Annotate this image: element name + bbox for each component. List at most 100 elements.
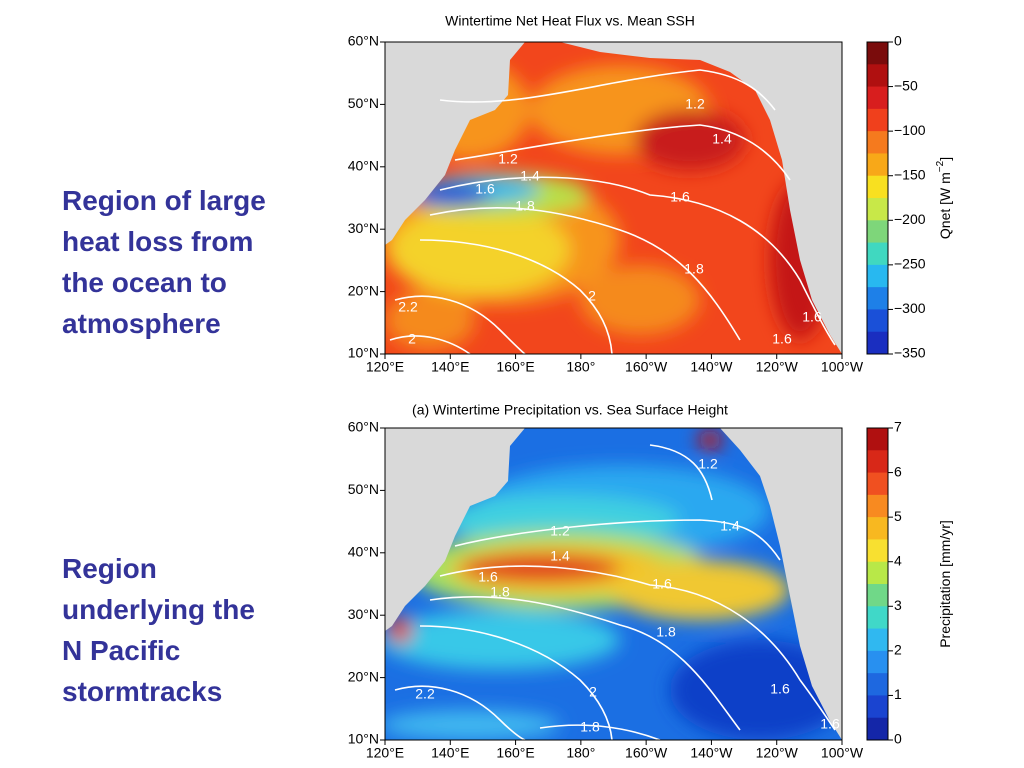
lat-label: 30°N (348, 220, 379, 236)
lon-label: 120°W (756, 745, 799, 761)
lat-label: 20°N (348, 668, 379, 684)
colorbar-segment (867, 673, 888, 696)
contour-label: 1.6 (772, 331, 792, 347)
contour-label: 1.6 (670, 189, 690, 205)
colorbar-segment (867, 606, 888, 630)
colorbar-tick-label: 0 (894, 731, 902, 747)
contour-label: 2.2 (398, 299, 418, 315)
colorbar-label: Qnet [W m−2] (935, 157, 953, 239)
annotations: Wintertime Net Heat Flux vs. Mean SSH 60°… (348, 13, 953, 761)
colorbar-tick-label: −350 (894, 345, 926, 361)
caption-line: Region of large (62, 185, 266, 216)
contour-label: 1.8 (580, 719, 600, 735)
lon-label: 160°E (496, 359, 534, 375)
lon-label: 100°W (821, 359, 864, 375)
colorbar-segment (867, 64, 888, 88)
colorbar-segment (867, 650, 888, 674)
colorbar-segment (867, 428, 888, 451)
contour-label: 1.6 (652, 576, 672, 592)
colorbar-tick-label: 7 (894, 419, 902, 435)
contour-label: 1.2 (498, 151, 518, 167)
lat-label: 60°N (348, 33, 379, 49)
contour-label: 2.2 (415, 686, 435, 702)
colorbar-segment (867, 86, 888, 110)
colorbar-label-part: −2 (935, 160, 946, 172)
contour-label: 1.4 (520, 168, 540, 184)
map (385, 428, 842, 740)
colorbar-label-part: Qnet [W m (937, 172, 953, 239)
lat-label: 60°N (348, 419, 379, 435)
lon-label: 140°W (690, 745, 733, 761)
colorbar-segment (867, 198, 888, 221)
caption-line: stormtracks (62, 676, 223, 707)
colorbar-segment (867, 153, 888, 177)
caption-line: N Pacific (62, 635, 181, 666)
colorbar-tick-label: −300 (894, 300, 926, 316)
caption-line: heat loss from (62, 226, 254, 257)
contour-label: 2 (408, 331, 416, 347)
caption-line: atmosphere (62, 308, 221, 339)
contour-label: 1.4 (712, 131, 732, 147)
colorbar-tick-label: 6 (894, 463, 902, 479)
colorbar-segment (867, 220, 888, 244)
colorbar-segment (867, 242, 888, 266)
lon-label: 120°E (366, 359, 404, 375)
lon-label: 180° (566, 745, 595, 761)
colorbar-frame (866, 427, 889, 741)
colorbar-tick-label: −200 (894, 211, 926, 227)
contour-label: 2 (588, 288, 596, 304)
colorbar-segment (867, 561, 888, 585)
colorbar-frame (866, 41, 889, 355)
lat-label: 20°N (348, 282, 379, 298)
colorbar-segment (867, 450, 888, 474)
lon-label: 120°W (756, 359, 799, 375)
colorbar-segment (867, 717, 888, 741)
lon-label: 100°W (821, 745, 864, 761)
lon-label: 140°E (431, 359, 469, 375)
colorbar-segment (867, 309, 888, 333)
caption: Region underlying the N Pacific stormtracks (62, 548, 255, 712)
colorbar-segment (867, 584, 888, 607)
contour-label: 1.2 (698, 456, 718, 472)
lon-label: 120°E (366, 745, 404, 761)
lat-label: 50°N (348, 481, 379, 497)
lat-label: 10°N (348, 345, 379, 361)
lon-label: 160°W (625, 359, 668, 375)
lat-label: 10°N (348, 731, 379, 747)
lon-label: 140°W (690, 359, 733, 375)
caption-line: the ocean to (62, 267, 227, 298)
map-title: Wintertime Net Heat Flux vs. Mean SSH (445, 13, 695, 29)
colorbar-tick-label: 0 (894, 33, 902, 49)
lon-label: 160°E (496, 745, 534, 761)
contour-label: 1.6 (478, 569, 498, 585)
colorbar-segment (867, 264, 888, 288)
contour-label: 1.8 (490, 584, 510, 600)
map-frame (384, 427, 843, 741)
lat-label: 40°N (348, 158, 379, 174)
colorbar-tick-label: 4 (894, 552, 902, 568)
colorbar-tick-label: 2 (894, 642, 902, 658)
contour-label: 1.6 (820, 716, 840, 732)
colorbar-segment (867, 494, 888, 518)
colorbar-segment (867, 108, 888, 132)
contour-label: 1.6 (475, 181, 495, 197)
colorbar-tick-label: −100 (894, 122, 926, 138)
lat-label: 30°N (348, 606, 379, 622)
caption-line: underlying the (62, 594, 255, 625)
colorbar-tick-label: −250 (894, 256, 926, 272)
colorbar-segment (867, 331, 888, 355)
contour-label: 1.6 (770, 681, 790, 697)
colorbar-segment (867, 175, 888, 199)
contour-label: 1.2 (685, 96, 705, 112)
contour-label: 2 (589, 684, 597, 700)
contour-label: 1.2 (550, 523, 570, 539)
colorbar-segment (867, 628, 888, 652)
colorbar-segment (867, 42, 888, 65)
contour-label: 1.4 (550, 548, 570, 564)
map-frame (384, 41, 843, 355)
contour-label: 1.4 (720, 518, 740, 534)
colorbar-segment (867, 695, 888, 719)
